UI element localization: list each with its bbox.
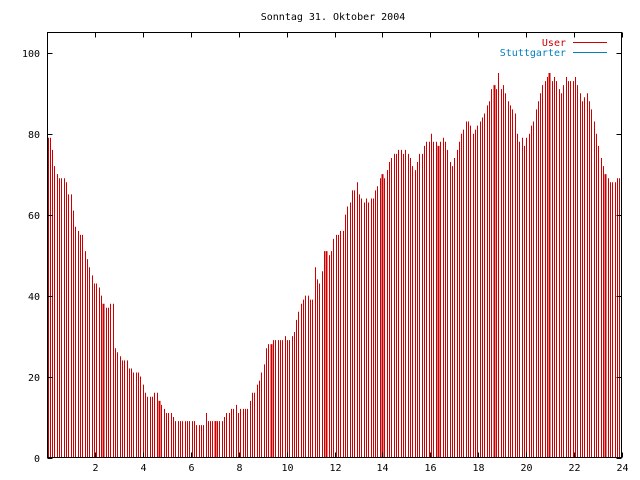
x-tick-label: 20 [520,463,532,474]
x-axis-ticks: 2 4 6 8 10 12 14 16 18 20 22 24 [92,32,629,474]
y-tick-label: 40 [28,292,40,303]
x-tick-label: 18 [472,463,484,474]
legend: User Stuttgarter [500,38,607,59]
x-tick-label: 4 [140,463,146,474]
x-tick-label: 10 [281,463,293,474]
x-tick-label: 16 [424,463,436,474]
user-series-bars [48,72,620,458]
x-tick-label: 24 [616,463,628,474]
x-tick-label: 2 [92,463,98,474]
plot-frame [47,32,622,458]
y-tick-label: 20 [28,373,40,384]
y-axis-ticks: 0 20 40 60 80 100 [22,49,622,465]
x-tick-label: 12 [329,463,341,474]
y-tick-label: 60 [28,211,40,222]
y-tick-label: 100 [22,49,40,60]
x-tick-label: 6 [188,463,194,474]
x-tick-label: 22 [568,463,580,474]
legend-label-stuttgarter: Stuttgarter [500,48,566,59]
y-tick-label: 80 [28,130,40,141]
chart-title: Sonntag 31. Oktober 2004 [261,12,406,23]
x-tick-label: 8 [236,463,242,474]
x-tick-label: 14 [376,463,388,474]
y-tick-label: 0 [34,454,40,465]
legend-label-user: User [542,38,566,49]
